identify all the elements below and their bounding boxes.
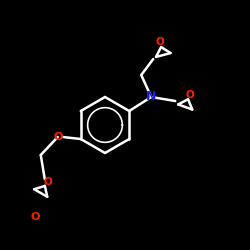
Text: O: O xyxy=(186,90,194,100)
Text: N: N xyxy=(146,90,156,104)
Text: O: O xyxy=(156,37,164,47)
Text: O: O xyxy=(43,176,52,186)
Text: O: O xyxy=(53,132,62,142)
Text: O: O xyxy=(30,212,40,222)
